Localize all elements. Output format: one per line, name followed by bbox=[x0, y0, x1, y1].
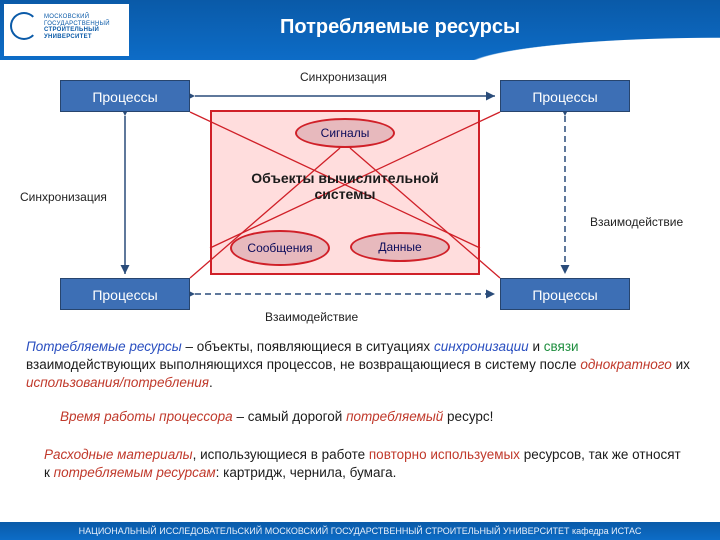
proc-top-right: Процессы bbox=[500, 80, 630, 112]
label-sync-left: Синхронизация bbox=[20, 190, 107, 204]
center-label: Объекты вычислительной системы bbox=[240, 170, 450, 202]
logo-text: МОСКОВСКИЙ ГОСУДАРСТВЕННЫЙ СТРОИТЕЛЬНЫЙ … bbox=[44, 14, 129, 40]
paragraph-2: Время работы процессора – самый дорогой … bbox=[60, 408, 680, 426]
oval-data: Данные bbox=[350, 232, 450, 262]
logo-icon bbox=[10, 12, 38, 40]
proc-bottom-right: Процессы bbox=[500, 278, 630, 310]
logo: МОСКОВСКИЙ ГОСУДАРСТВЕННЫЙ СТРОИТЕЛЬНЫЙ … bbox=[4, 4, 129, 56]
diagram: Объекты вычислительной системы Сигналы С… bbox=[40, 70, 680, 320]
oval-signals: Сигналы bbox=[295, 118, 395, 148]
footer: НАЦИОНАЛЬНЫЙ ИССЛЕДОВАТЕЛЬСКИЙ МОСКОВСКИ… bbox=[0, 522, 720, 540]
page-title: Потребляемые ресурсы bbox=[280, 16, 520, 39]
paragraph-3: Расходные материалы, использующиеся в ра… bbox=[44, 446, 684, 482]
label-sync-top: Синхронизация bbox=[300, 70, 387, 84]
proc-bottom-left: Процессы bbox=[60, 278, 190, 310]
oval-messages: Сообщения bbox=[230, 230, 330, 266]
proc-top-left: Процессы bbox=[60, 80, 190, 112]
label-inter-bottom: Взаимодействие bbox=[265, 310, 358, 324]
paragraph-1: Потребляемые ресурсы – объекты, появляющ… bbox=[26, 338, 696, 393]
label-inter-right: Взаимодействие bbox=[590, 215, 683, 229]
